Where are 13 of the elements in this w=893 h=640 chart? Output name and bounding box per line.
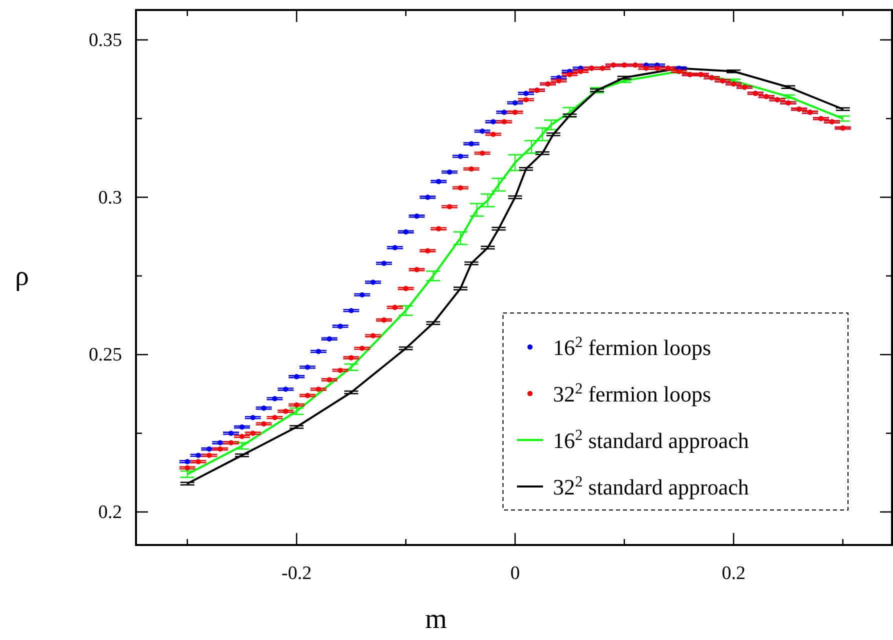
y-tick-label: 0.2 — [98, 502, 122, 523]
legend-label: 32$^{2}$ fermion loops — [553, 380, 712, 406]
y-axis-title: ρ — [15, 261, 29, 292]
x-axis-title: m — [425, 604, 448, 635]
x-tick-label: -0.2 — [282, 563, 312, 584]
legend-label: 16$^{2}$ fermion loops — [553, 334, 712, 360]
y-tick-label: 0.3 — [98, 187, 122, 208]
x-tick-label: 0 — [510, 563, 520, 584]
legend-label: 32$^{2}$ standard approach — [553, 473, 749, 500]
y-tick-label: 0.35 — [88, 30, 122, 51]
x-tick-label: 0.2 — [722, 563, 746, 584]
legend-label: 16$^{2}$ standard approach — [553, 426, 749, 453]
y-tick-label: 0.25 — [88, 344, 122, 366]
